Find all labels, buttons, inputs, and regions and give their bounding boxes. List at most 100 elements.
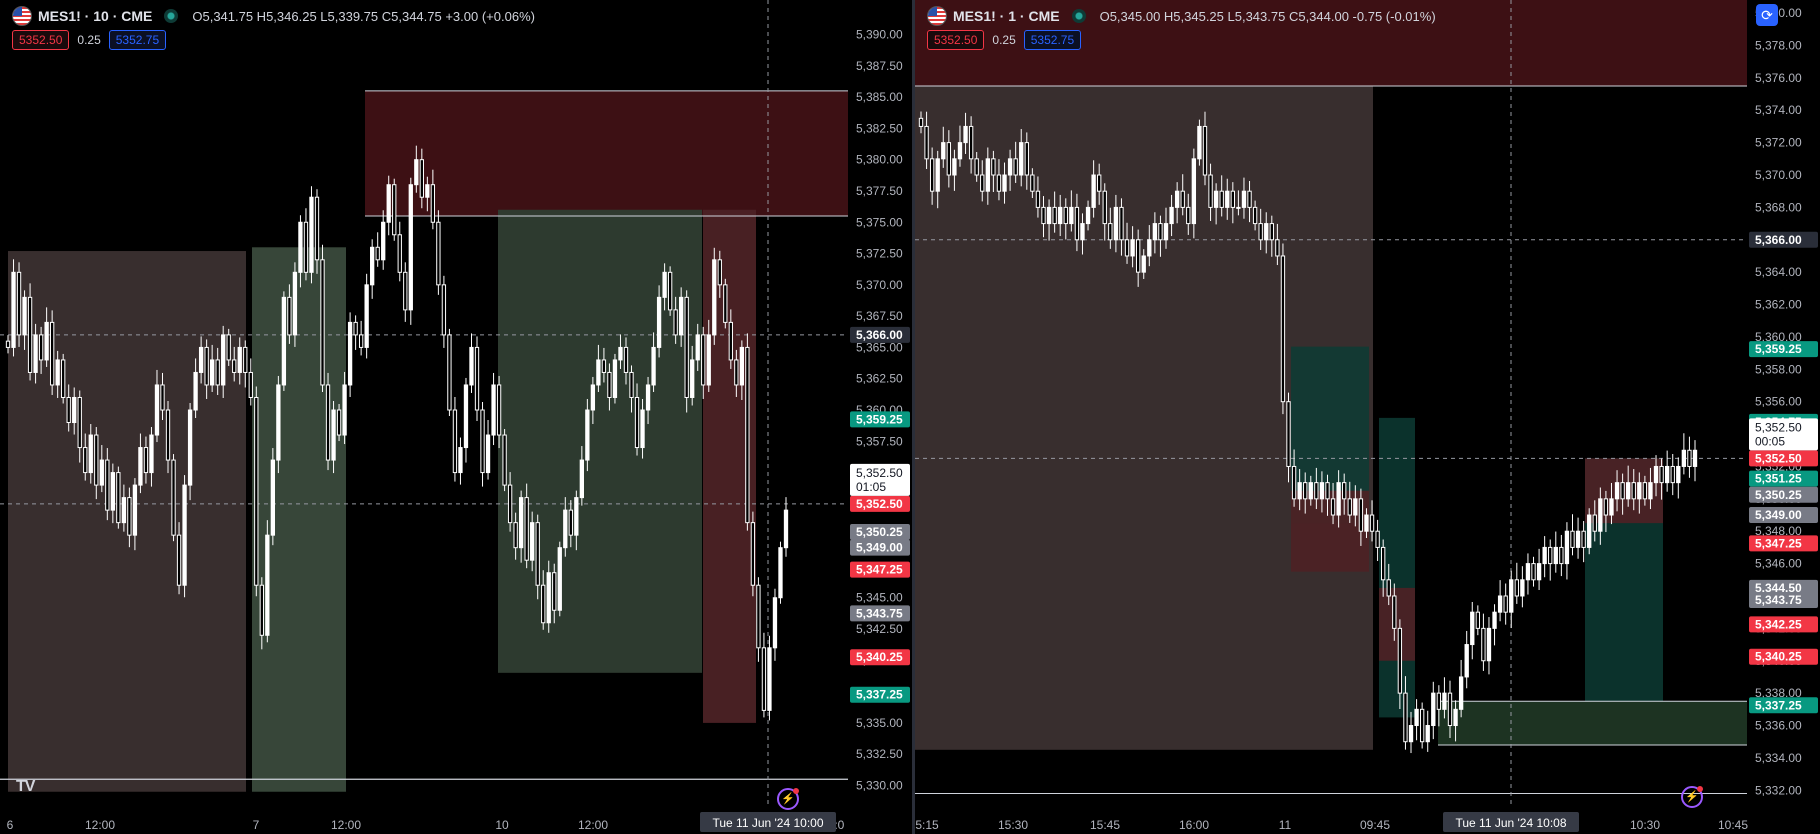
candle-down bbox=[728, 321, 733, 361]
candle-up bbox=[237, 346, 242, 373]
left-sell-button[interactable]: 5352.50 bbox=[12, 30, 70, 50]
price-badge-green bbox=[1749, 341, 1818, 358]
candle-up bbox=[408, 184, 413, 311]
right-chart-pane[interactable]: 5,332.005,334.005,336.005,338.005,340.00… bbox=[915, 0, 1820, 834]
candle-down bbox=[1436, 692, 1442, 710]
right-symbol-line[interactable]: MES1! · 1 · CME bbox=[953, 8, 1060, 24]
left-chart-canvas[interactable]: 5,330.005,332.505,335.005,337.505,340.00… bbox=[0, 0, 912, 834]
price-badge-label: 5,350.25 bbox=[856, 525, 903, 539]
candle-up bbox=[1626, 482, 1631, 500]
candle-down bbox=[980, 174, 985, 192]
candle-up bbox=[651, 346, 656, 386]
candle-down bbox=[474, 346, 480, 411]
pane-divider[interactable] bbox=[912, 0, 915, 834]
candle-down bbox=[336, 409, 342, 436]
left-buy-button[interactable]: 5352.75 bbox=[108, 30, 167, 50]
candle-up bbox=[1458, 676, 1464, 710]
candle-up bbox=[1637, 482, 1642, 500]
candle-down bbox=[1330, 498, 1336, 516]
candle-up bbox=[1542, 546, 1547, 565]
candle-up bbox=[1069, 206, 1074, 225]
candle-up bbox=[1091, 174, 1096, 208]
x-tick-label: 7 bbox=[253, 818, 260, 832]
price-badge-label: 5,347.25 bbox=[856, 563, 903, 577]
candle-down bbox=[419, 159, 424, 198]
right-lightning-icon[interactable]: ⚡ bbox=[1681, 786, 1703, 808]
crosshair-time-label: Tue 11 Jun '24 10:08 bbox=[1455, 816, 1566, 830]
y-tick-label: 5,330.00 bbox=[856, 778, 903, 792]
price-badge-label: 5,359.25 bbox=[856, 412, 903, 426]
crosshair-time-label: Tue 11 Jun '24 10:00 bbox=[712, 816, 823, 830]
candle-up bbox=[458, 447, 463, 474]
candle-down bbox=[1097, 174, 1102, 192]
y-tick-label: 5,380.00 bbox=[856, 153, 903, 167]
price-badge-red bbox=[850, 561, 910, 578]
candle-down bbox=[254, 396, 259, 586]
candle-up bbox=[55, 359, 60, 386]
candle-up bbox=[1564, 530, 1570, 565]
left-lightning-icon[interactable]: ⚡ bbox=[777, 788, 799, 810]
candle-up bbox=[1297, 482, 1302, 500]
candle-down bbox=[176, 534, 182, 586]
zone-supply bbox=[365, 90, 848, 216]
candle-up bbox=[276, 384, 281, 461]
candle-down bbox=[996, 174, 1002, 192]
right-chart-canvas[interactable]: 5,332.005,334.005,336.005,338.005,340.00… bbox=[915, 0, 1820, 834]
y-tick-label: 5,367.50 bbox=[856, 309, 903, 323]
candle-up bbox=[347, 321, 353, 386]
candle-up bbox=[612, 359, 618, 398]
candle-down bbox=[243, 346, 248, 373]
price-badge-gray bbox=[1749, 579, 1818, 596]
candle-up bbox=[1587, 514, 1592, 548]
candle-up bbox=[1174, 190, 1180, 208]
candle-down bbox=[1186, 206, 1191, 225]
candle-down bbox=[1275, 239, 1280, 257]
candle-down bbox=[507, 484, 513, 524]
price-badge-label: 5,352.50 bbox=[856, 497, 903, 511]
left-symbol-line[interactable]: MES1! · 10 · CME bbox=[38, 8, 153, 24]
candle-up bbox=[1525, 563, 1531, 581]
y-tick-label: 5,348.00 bbox=[1755, 524, 1802, 538]
candle-up bbox=[1553, 546, 1558, 565]
candle-down bbox=[513, 522, 518, 549]
x-tick-label: 5:15 bbox=[915, 818, 939, 832]
candle-up bbox=[695, 334, 700, 361]
candle-down bbox=[1280, 255, 1286, 403]
candle-down bbox=[684, 296, 689, 398]
candle-up bbox=[342, 384, 347, 436]
candle-up bbox=[491, 384, 496, 436]
candle-up bbox=[546, 572, 551, 624]
market-status-icon[interactable] bbox=[1071, 9, 1086, 23]
y-tick-label: 5,382.50 bbox=[856, 121, 903, 135]
right-buy-button[interactable]: 5352.75 bbox=[1023, 30, 1082, 50]
candle-up bbox=[739, 346, 745, 386]
candle-up bbox=[72, 396, 77, 424]
candle-down bbox=[1286, 401, 1291, 467]
candle-up bbox=[138, 447, 143, 486]
candle-up bbox=[270, 459, 276, 536]
price-badge-crosshair bbox=[850, 326, 910, 343]
candle-down bbox=[353, 321, 358, 336]
candle-down bbox=[1030, 174, 1035, 192]
tradingview-logo-icon[interactable]: TV bbox=[16, 778, 35, 795]
price-badge-label: 5,340.25 bbox=[856, 650, 903, 664]
price-badge-green bbox=[850, 411, 910, 428]
candle-down bbox=[215, 359, 220, 386]
candle-down bbox=[924, 125, 929, 160]
left-chart-pane[interactable]: 5,330.005,332.505,335.005,337.505,340.00… bbox=[0, 0, 912, 834]
right-sell-button[interactable]: 5352.50 bbox=[927, 30, 985, 50]
candle-up bbox=[364, 284, 369, 348]
candle-up bbox=[281, 296, 287, 386]
sync-icon[interactable]: ⟳ bbox=[1756, 4, 1778, 26]
market-status-icon[interactable] bbox=[164, 9, 179, 23]
y-tick-label: 5,334.00 bbox=[1755, 751, 1802, 765]
left-legend: MES1! · 10 · CME O5,341.75 H5,346.25 L5,… bbox=[12, 5, 535, 27]
candle-down bbox=[1074, 206, 1080, 241]
candle-down bbox=[1419, 708, 1425, 743]
candle-up bbox=[370, 246, 375, 286]
y-tick-label: 5,364.00 bbox=[1755, 265, 1802, 279]
candle-down bbox=[314, 196, 320, 261]
y-tick-label: 5,358.00 bbox=[1755, 362, 1802, 376]
candle-up bbox=[1486, 627, 1492, 662]
candle-up bbox=[149, 434, 154, 474]
